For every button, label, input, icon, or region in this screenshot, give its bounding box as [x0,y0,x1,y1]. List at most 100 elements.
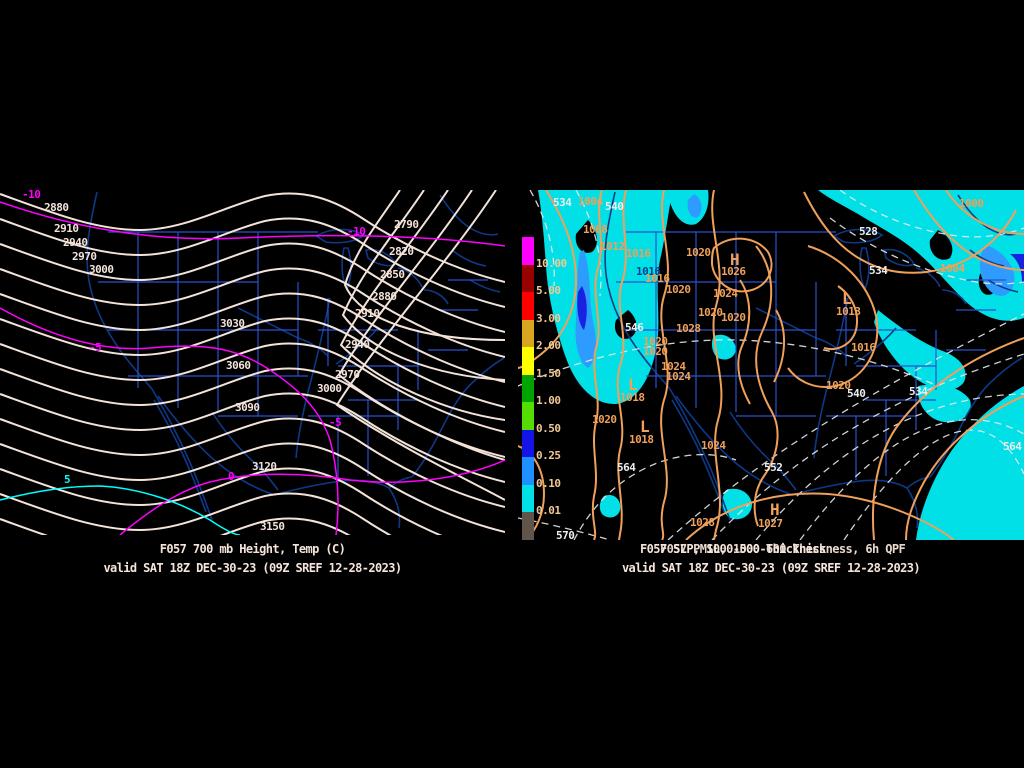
height-contour-label: 3000 [89,263,114,276]
pressure-label: 1024 [666,370,691,383]
contour-line [335,190,505,501]
high-low-marker: H [730,250,740,269]
pressure-label: 1024 [701,439,726,452]
pressure-label: 1020 [643,345,668,358]
thickness-label: 534 [553,196,572,209]
contour-line [755,393,1024,540]
height-contour-label: 2850 [380,268,405,281]
height-contour-label: 2790 [394,218,419,231]
contour-line [0,392,505,483]
contour-line [339,190,505,421]
right-map-slp-qpf [518,190,1024,540]
thickness-label: 552 [764,461,783,474]
thickness-label: 546 [625,321,644,334]
pressure-label: 1027 [758,517,783,530]
pressure-label: 1020 [721,311,746,324]
qpf-color-scale [522,237,534,540]
pressure-label: 1024 [713,287,738,300]
temp-contours [0,201,505,535]
pressure-label: 1004 [940,262,965,275]
contour-line [667,313,1024,540]
contour-line [0,192,505,283]
contour-line [0,492,392,535]
high-low-marker: L [640,417,650,436]
height-contour-label: 2940 [63,236,88,249]
thickness-label: 564 [1003,440,1022,453]
scale-cell [522,264,534,292]
high-low-marker: L [842,289,852,308]
scale-tick-label: 3.00 [536,312,561,325]
left-panel-title: F057 700 mb Height, Temp (C) [159,542,346,556]
contour-line [0,417,505,508]
thickness-label: 534 [869,264,888,277]
height-contour-label: 3030 [220,317,245,330]
height-contour-label: 2970 [72,250,97,263]
pressure-label: 1008 [583,223,608,236]
high-low-marker: L [628,375,638,394]
right-panel-title-b: F057 PMSL, 1000-600 Thickness, 6h QPF [660,542,906,556]
contour-line [0,467,443,535]
pressure-label: 1016 [851,341,876,354]
thickness-label: 570 [556,529,575,542]
scale-cell [522,374,534,402]
height-contour-label: 2880 [372,290,397,303]
scale-tick-label: 1.00 [536,394,561,407]
thickness-label: 540 [605,200,624,213]
contour-line [0,242,505,333]
pressure-label: 1020 [698,306,723,319]
pressure-label: 1020 [643,335,668,348]
contour-line [0,217,505,308]
scale-tick-label: 0.25 [536,449,561,462]
pressure-label: 1026 [721,265,746,278]
temp-contour-label: 5 [64,473,71,486]
height-contour-label: 3090 [235,401,260,414]
scale-tick-label: 1.50 [536,367,561,380]
thickness-label: 534 [909,385,928,398]
contour-line [843,429,1024,540]
scale-tick-label: 10.00 [536,257,567,270]
height-contours [0,192,505,535]
scale-tick-label: 5.00 [536,284,561,297]
right-panel-title-a: F057 SLP, 1000-500 Thickness [640,542,826,556]
scale-tick-label: 0.50 [536,422,561,435]
scale-cell [522,429,534,457]
pressure-label: 1000 [959,197,984,210]
scale-cell [522,402,534,430]
temp-contour-label: 0 [228,470,235,483]
contour-line [343,190,505,341]
pressure-label: 1020 [666,283,691,296]
pressure-label: 1028 [690,516,715,529]
height-trough-arcs [335,190,505,501]
height-contour-label: 2910 [355,307,380,320]
contour-line [711,353,1024,540]
pressure-label: 1013 [836,305,861,318]
pressure-label: 1024 [661,360,686,373]
temp-contour-label: -10 [347,225,366,238]
scale-cell [522,319,534,347]
scale-cell [522,512,534,540]
slp-isobars [518,190,1024,540]
thickness-label: 540 [847,387,866,400]
pressure-label: 1016 [626,247,651,260]
pressure-label: 1020 [826,379,851,392]
height-contour-label: 3060 [226,359,251,372]
scale-cell [522,237,534,265]
pressure-label: 1016 [636,265,661,278]
height-contour-label: 2910 [54,222,79,235]
scale-cell [522,484,534,512]
pressure-label: 1028 [676,322,701,335]
pressure-label: 1004 [578,195,603,208]
contour-line [0,292,505,383]
scale-cell [522,292,534,320]
contour-line [0,267,505,358]
temp-contour-label: -5 [89,341,102,354]
right-panel-valid-line: valid SAT 18Z DEC-30-23 (09Z SREF 12-28-… [621,561,921,575]
temp-contour-label: -5 [329,416,342,429]
scale-tick-label: 2.00 [536,339,561,352]
height-contour-label: 2820 [389,245,414,258]
height-contour-label: 3000 [317,382,342,395]
pressure-label: 1020 [592,413,617,426]
height-contour-label: 2940 [345,338,370,351]
contour-line [337,190,505,461]
